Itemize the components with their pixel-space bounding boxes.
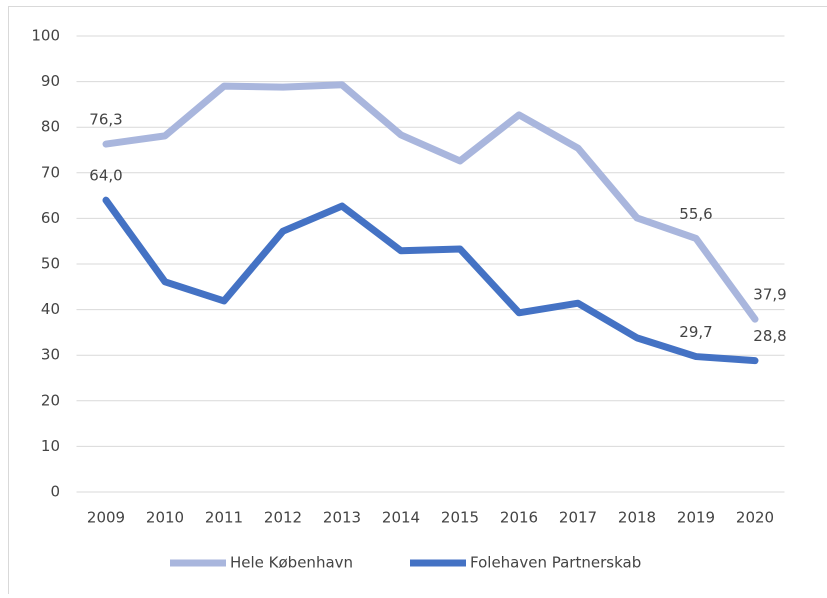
y-tick-label: 100 [31,27,60,45]
y-tick-label: 80 [41,118,60,136]
x-tick-label: 2010 [146,509,184,527]
data-label: 28,8 [753,327,786,345]
data-label: 37,9 [753,286,786,304]
x-tick-label: 2020 [736,509,774,527]
y-tick-label: 70 [41,163,60,181]
x-tick-label: 2014 [382,509,420,527]
x-tick-label: 2009 [87,509,125,527]
x-tick-label: 2012 [264,509,302,527]
chart-frame [9,7,827,595]
data-label: 76,3 [89,111,122,129]
y-tick-label: 90 [41,72,60,90]
x-tick-label: 2011 [205,509,243,527]
y-tick-label: 60 [41,209,60,227]
y-tick-label: 50 [41,255,60,273]
y-tick-label: 10 [41,437,60,455]
data-label: 55,6 [679,205,712,223]
legend-label: Folehaven Partnerskab [470,554,641,572]
x-tick-label: 2013 [323,509,361,527]
legend-label: Hele København [230,554,353,572]
data-label: 64,0 [89,167,122,185]
x-tick-label: 2017 [559,509,597,527]
y-tick-label: 30 [41,346,60,364]
x-tick-label: 2018 [618,509,656,527]
y-tick-label: 40 [41,300,60,318]
y-tick-label: 20 [41,391,60,409]
x-tick-label: 2015 [441,509,479,527]
y-tick-label: 0 [50,483,60,501]
series-line [106,85,755,319]
data-label: 29,7 [679,323,712,341]
x-tick-label: 2019 [677,509,715,527]
x-tick-label: 2016 [500,509,538,527]
